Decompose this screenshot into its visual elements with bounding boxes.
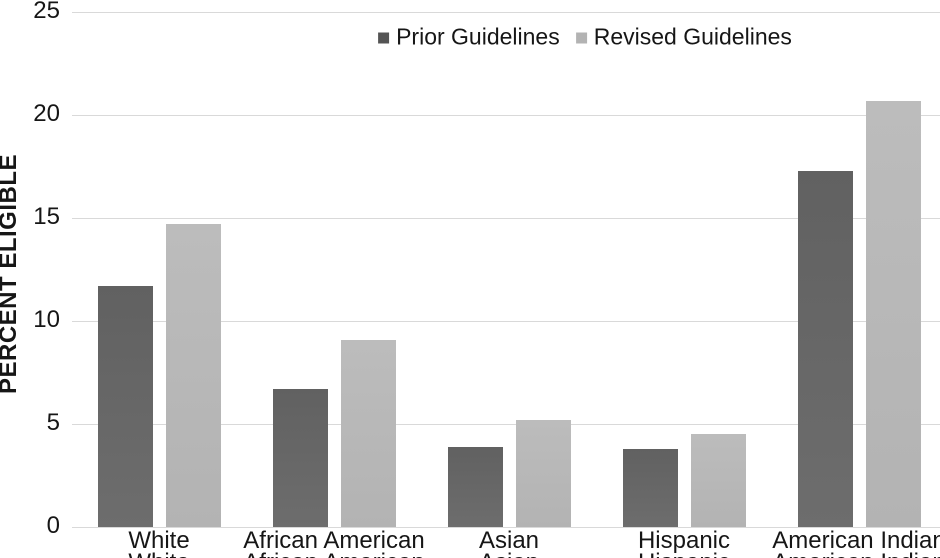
bar-prior-guidelines-american-indian (798, 171, 853, 527)
legend-item-prior-guidelines: Prior Guidelines (378, 24, 560, 51)
y-axis-title: PERCENT ELIGIBLE (0, 153, 22, 395)
bar-prior-guidelines-african-american (273, 389, 328, 527)
legend-marker-prior-icon (378, 32, 390, 44)
x-tick-label-clipped-hispanic: Hispanic (638, 549, 730, 558)
x-tick-label-asian: Asian (478, 527, 540, 554)
gridline-y-5 (72, 424, 940, 425)
y-tick-label-0: 0 (46, 512, 60, 539)
gridline-y-10 (72, 321, 940, 322)
x-tick-label-clipped-american-indian: American Indian (772, 549, 940, 558)
legend-item-revised-guidelines: Revised Guidelines (575, 23, 792, 51)
legend: Prior Guidelines Revised Guidelines (378, 24, 792, 51)
x-tick-label-american-indian: American Indian (772, 527, 940, 554)
gridline-y-20 (72, 115, 940, 116)
y-tick-label-20: 20 (33, 100, 60, 127)
bar-revised-guidelines-african-american (341, 340, 396, 527)
x-tick-label-clipped-african-american: African American (243, 549, 424, 558)
legend-marker-revised-icon (575, 32, 587, 44)
x-tick-label-clipped-white: White (128, 549, 189, 558)
bar-revised-guidelines-hispanic (691, 434, 746, 527)
y-tick-label-15: 15 (33, 203, 60, 230)
y-tick-label-10: 10 (33, 306, 60, 333)
legend-label-prior: Prior Guidelines (396, 23, 560, 50)
bar-prior-guidelines-white (98, 286, 153, 527)
gridline-y-0 (72, 527, 940, 528)
bar-revised-guidelines-american-indian (866, 101, 921, 527)
y-tick-label-5: 5 (46, 409, 60, 436)
bar-revised-guidelines-white (166, 224, 221, 527)
x-tick-label-hispanic: Hispanic (637, 527, 731, 554)
bar-prior-guidelines-asian (448, 447, 503, 527)
bar-prior-guidelines-hispanic (623, 449, 678, 527)
legend-label-revised: Revised Guidelines (593, 23, 792, 50)
gridline-y-25 (72, 12, 940, 13)
x-tick-label-clipped-asian: Asian (479, 549, 539, 558)
gridline-y-15 (72, 218, 940, 219)
x-tick-label-african-american: African American (243, 527, 425, 554)
y-tick-label-25: 25 (33, 0, 60, 24)
x-tick-label-white: White (128, 527, 190, 554)
bar-revised-guidelines-asian (516, 420, 571, 527)
